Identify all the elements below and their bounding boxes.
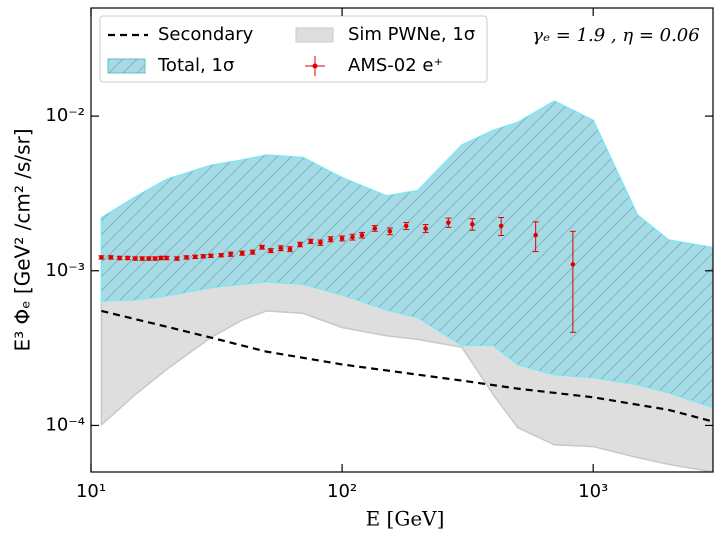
- x-axis-label: E [GeV]: [366, 507, 445, 531]
- legend-swatch: [312, 63, 318, 69]
- data-point: [108, 255, 114, 260]
- data-point: [498, 223, 504, 229]
- data-point: [250, 249, 255, 255]
- axes-frame: [90, 7, 714, 473]
- data-point: [328, 236, 333, 242]
- data-point: [308, 239, 314, 244]
- data-point: [469, 221, 475, 227]
- data-point: [184, 255, 189, 260]
- data-point: [259, 244, 265, 250]
- line: [101, 309, 713, 423]
- data-point: [228, 251, 233, 257]
- legend-label: Secondary: [158, 24, 254, 45]
- data-point: [158, 255, 164, 261]
- data-point: [387, 228, 393, 234]
- annotation: γₑ = 1.9 , η = 0.06: [532, 25, 699, 46]
- data-point: [350, 234, 355, 240]
- legend-swatch: [107, 58, 146, 74]
- data-point: [533, 232, 538, 238]
- data-point: [268, 248, 274, 253]
- y-tick-label: 10⁻²: [45, 105, 85, 126]
- x-tick-label: 10¹: [76, 481, 106, 502]
- data-point: [192, 254, 198, 260]
- data-point: [200, 254, 206, 259]
- data-point: [208, 253, 214, 259]
- x-tick-label: 10³: [578, 481, 608, 502]
- data-point: [139, 256, 145, 261]
- data-point: [287, 246, 293, 252]
- data-point: [423, 226, 428, 231]
- data-point: [239, 250, 245, 256]
- data-point: [117, 255, 122, 261]
- data-point: [174, 256, 180, 261]
- data-point: [297, 242, 303, 247]
- data-point: [99, 255, 104, 260]
- data-point: [446, 220, 451, 225]
- data-point: [318, 240, 323, 245]
- band-hatch: [101, 101, 713, 408]
- data-point: [339, 236, 345, 241]
- legend-label: AMS-02 e⁺: [348, 55, 443, 76]
- y-axis-label: E³ Φₑ [GeV² /cm² /s/sr]: [11, 128, 35, 351]
- data-point: [132, 256, 138, 261]
- legend-swatch: [295, 27, 334, 43]
- data-point: [403, 223, 409, 229]
- y-tick-label: 10⁻⁴: [45, 414, 85, 435]
- data-point: [359, 232, 365, 238]
- data-point: [152, 256, 158, 261]
- data-point: [278, 245, 284, 251]
- data-point: [372, 226, 378, 231]
- data-point: [146, 256, 152, 261]
- plot-area: [98, 100, 713, 472]
- data-point: [570, 262, 576, 267]
- legend-label: Sim PWNe, 1σ: [348, 24, 475, 45]
- legend-box: [99, 15, 488, 83]
- data-point: [125, 255, 130, 261]
- data-point: [164, 255, 169, 261]
- x-tick-label: 10²: [327, 481, 357, 502]
- legend-label: Total, 1σ: [157, 55, 234, 76]
- data-point: [218, 252, 224, 258]
- y-tick-label: 10⁻³: [45, 260, 85, 281]
